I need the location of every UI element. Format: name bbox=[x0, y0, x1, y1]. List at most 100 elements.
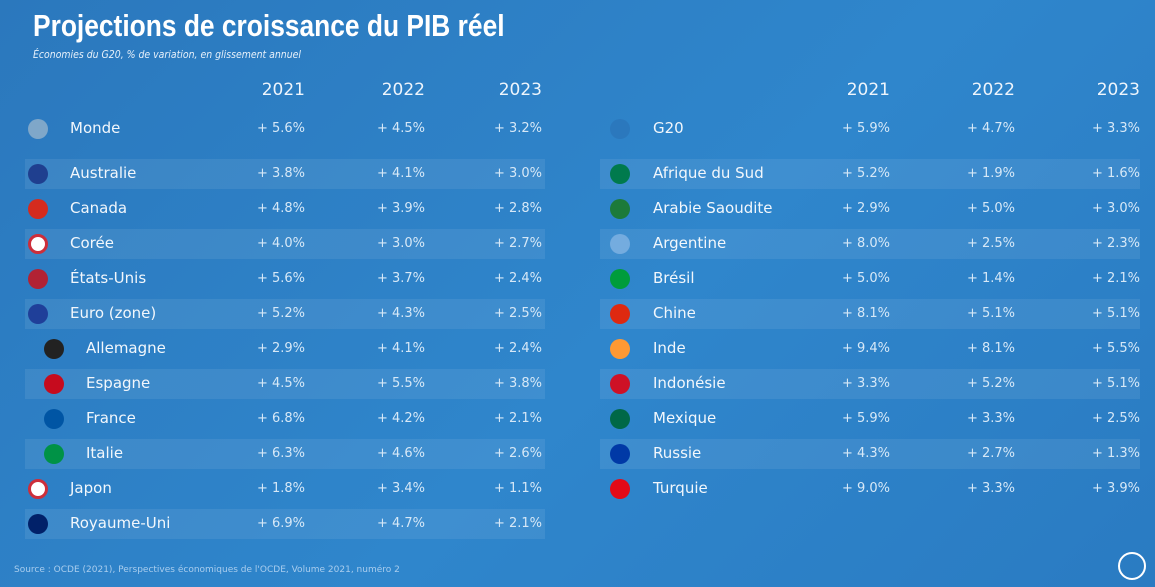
growth-value: + 3.0% bbox=[376, 236, 425, 251]
flag-icon bbox=[28, 479, 48, 499]
country-name: Royaume-Uni bbox=[70, 514, 171, 532]
country-name: France bbox=[86, 409, 136, 427]
country-name: États-Unis bbox=[70, 269, 147, 287]
source: Source : OCDE (2021), Perspectives écono… bbox=[14, 565, 400, 575]
column-header: 2021 bbox=[846, 80, 890, 100]
country-name: Indonésie bbox=[653, 374, 726, 392]
growth-value: + 4.5% bbox=[256, 376, 305, 391]
flag-icon bbox=[610, 269, 630, 289]
growth-value: + 2.5% bbox=[966, 236, 1015, 251]
row-stripe bbox=[25, 369, 545, 399]
country-name: Turquie bbox=[653, 479, 708, 497]
column-header: 2021 bbox=[261, 80, 305, 100]
growth-value: + 2.7% bbox=[966, 446, 1015, 461]
country-name: Australie bbox=[70, 164, 137, 182]
country-name: Argentine bbox=[653, 234, 727, 252]
growth-value: + 3.4% bbox=[376, 481, 425, 496]
country-name: G20 bbox=[653, 119, 684, 137]
growth-value: + 2.9% bbox=[256, 341, 305, 356]
growth-value: + 1.3% bbox=[1091, 446, 1140, 461]
growth-value: + 3.8% bbox=[256, 166, 305, 181]
country-name: Chine bbox=[653, 304, 696, 322]
country-name: Mexique bbox=[653, 409, 717, 427]
growth-value: + 3.8% bbox=[493, 376, 542, 391]
growth-value: + 2.3% bbox=[1091, 236, 1140, 251]
growth-value: + 3.0% bbox=[493, 166, 542, 181]
growth-value: + 4.7% bbox=[966, 121, 1015, 136]
growth-value: + 5.6% bbox=[256, 271, 305, 286]
growth-value: + 5.2% bbox=[256, 306, 305, 321]
growth-value: + 2.6% bbox=[493, 446, 542, 461]
flag-icon bbox=[44, 339, 64, 359]
flag-icon bbox=[28, 234, 48, 254]
row-stripe bbox=[25, 299, 545, 329]
flag-icon bbox=[610, 374, 630, 394]
country-name: Inde bbox=[653, 339, 686, 357]
country-name: Canada bbox=[70, 199, 128, 217]
flag-icon bbox=[610, 409, 630, 429]
flag-icon bbox=[44, 409, 64, 429]
flag-icon bbox=[610, 339, 630, 359]
growth-value: + 5.1% bbox=[1091, 306, 1140, 321]
subtitle: Économies du G20, % de variation, en gli… bbox=[33, 48, 302, 61]
growth-value: + 3.3% bbox=[966, 411, 1015, 426]
growth-value: + 2.9% bbox=[841, 201, 890, 216]
row-stripe bbox=[25, 509, 545, 539]
country-name: Brésil bbox=[653, 269, 695, 287]
growth-value: + 4.3% bbox=[376, 306, 425, 321]
column-header: 2023 bbox=[498, 80, 542, 100]
row-stripe bbox=[600, 299, 1140, 329]
flag-icon bbox=[28, 119, 48, 139]
growth-value: + 4.6% bbox=[376, 446, 425, 461]
growth-value: + 1.4% bbox=[966, 271, 1015, 286]
flag-icon bbox=[28, 514, 48, 534]
flag-icon bbox=[44, 374, 64, 394]
country-name: Monde bbox=[70, 119, 121, 137]
country-name: Espagne bbox=[86, 374, 151, 392]
growth-value: + 5.2% bbox=[966, 376, 1015, 391]
growth-value: + 5.0% bbox=[966, 201, 1015, 216]
growth-value: + 5.2% bbox=[841, 166, 890, 181]
growth-value: + 2.7% bbox=[493, 236, 542, 251]
growth-value: + 2.1% bbox=[493, 411, 542, 426]
growth-value: + 2.5% bbox=[1091, 411, 1140, 426]
column-header: 2022 bbox=[381, 80, 425, 100]
growth-value: + 4.1% bbox=[376, 341, 425, 356]
growth-value: + 5.5% bbox=[1091, 341, 1140, 356]
growth-value: + 3.2% bbox=[493, 121, 542, 136]
row-stripe bbox=[600, 439, 1140, 469]
growth-value: + 2.1% bbox=[1091, 271, 1140, 286]
growth-value: + 1.9% bbox=[966, 166, 1015, 181]
growth-value: + 8.0% bbox=[841, 236, 890, 251]
column-header: 2023 bbox=[1096, 80, 1140, 100]
growth-value: + 5.5% bbox=[376, 376, 425, 391]
growth-value: + 1.8% bbox=[256, 481, 305, 496]
growth-value: + 4.2% bbox=[376, 411, 425, 426]
flag-icon bbox=[610, 444, 630, 464]
row-stripe bbox=[600, 369, 1140, 399]
country-name: Arabie Saoudite bbox=[653, 199, 773, 217]
flag-icon bbox=[610, 119, 630, 139]
country-name: Russie bbox=[653, 444, 702, 462]
country-name: Allemagne bbox=[86, 339, 166, 357]
growth-value: + 3.0% bbox=[1091, 201, 1140, 216]
growth-value: + 1.1% bbox=[493, 481, 542, 496]
growth-value: + 6.8% bbox=[256, 411, 305, 426]
growth-value: + 6.3% bbox=[256, 446, 305, 461]
growth-value: + 5.1% bbox=[966, 306, 1015, 321]
growth-value: + 2.1% bbox=[493, 516, 542, 531]
row-stripe bbox=[600, 229, 1140, 259]
flag-icon bbox=[28, 199, 48, 219]
country-name: Corée bbox=[70, 234, 114, 252]
title: Projections de croissance du PIB réel bbox=[33, 8, 505, 43]
flag-icon bbox=[28, 269, 48, 289]
row-stripe bbox=[25, 439, 545, 469]
country-name: Italie bbox=[86, 444, 124, 462]
growth-value: + 5.6% bbox=[256, 121, 305, 136]
growth-value: + 3.3% bbox=[1091, 121, 1140, 136]
growth-value: + 1.6% bbox=[1091, 166, 1140, 181]
logo bbox=[1118, 552, 1146, 580]
flag-icon bbox=[610, 234, 630, 254]
growth-value: + 3.9% bbox=[376, 201, 425, 216]
